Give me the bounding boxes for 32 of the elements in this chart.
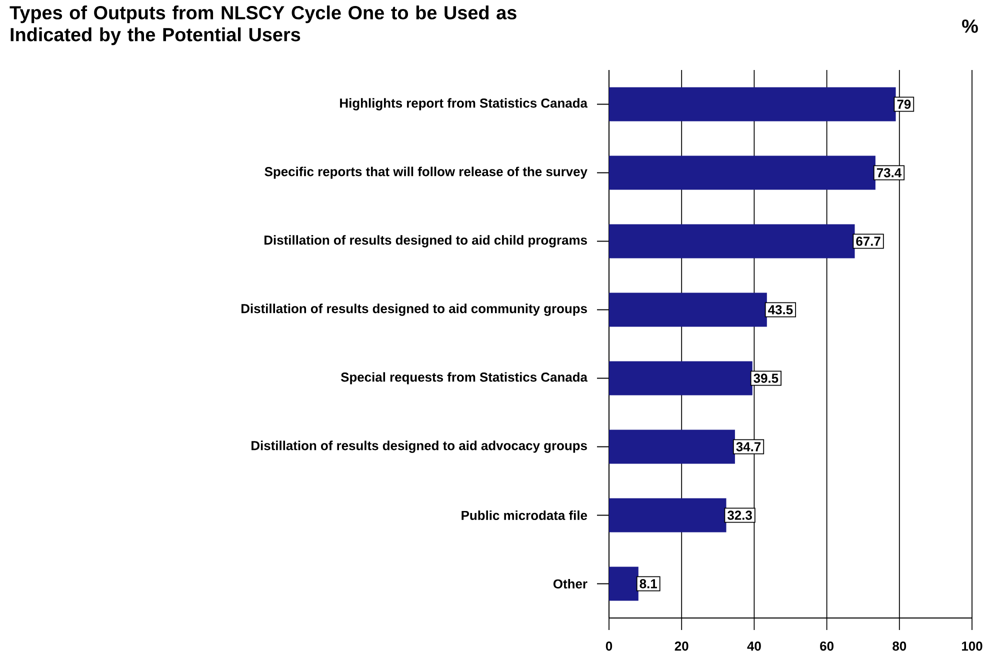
data-label: 34.7	[736, 442, 761, 452]
bar	[609, 156, 876, 190]
text: Types of Outputs from NLSCY Cycle One to be Used as Indicated by the Potential Users	[10, 6, 516, 46]
y-tick-label: Other	[553, 578, 588, 589]
y-tick-label: Public microdata file	[462, 510, 588, 520]
bar	[609, 498, 726, 532]
x-tick-label: 80	[892, 642, 906, 651]
x-tick-label: 60	[820, 642, 834, 651]
data-label: 43.5	[768, 305, 793, 314]
y-tick-label: Distillation of results designed to aid child programs	[264, 235, 587, 248]
y-tick-label: Distillation of results designed to aid community groups	[241, 304, 587, 316]
bar	[609, 361, 752, 396]
data-label: 39.5	[754, 374, 778, 383]
y-tick-label: Special requests from Statistics Canada	[340, 372, 588, 384]
x-tick-label: 0	[606, 642, 612, 651]
x-axis-title: %	[962, 20, 978, 33]
x-tick-label: 40	[747, 642, 761, 651]
bar	[609, 224, 855, 258]
bar	[609, 430, 735, 464]
data-label: 8.1	[640, 579, 657, 588]
bar	[609, 87, 896, 122]
data-label: 32.3	[728, 510, 752, 520]
data-label: 67.7	[856, 236, 880, 246]
y-tick-label: Distillation of results designed to aid advocacy groups	[252, 440, 587, 453]
bar	[609, 566, 638, 601]
data-label: 73.4	[876, 168, 902, 178]
y-tick-label: Specific reports that will follow release of the survey	[264, 166, 588, 179]
data-label: 79	[897, 100, 911, 109]
x-tick-label: 20	[674, 642, 688, 651]
x-tick-label: 100	[962, 642, 982, 651]
bar	[609, 292, 767, 327]
y-tick-label: Highlights report from Statistics Canada	[340, 98, 588, 110]
